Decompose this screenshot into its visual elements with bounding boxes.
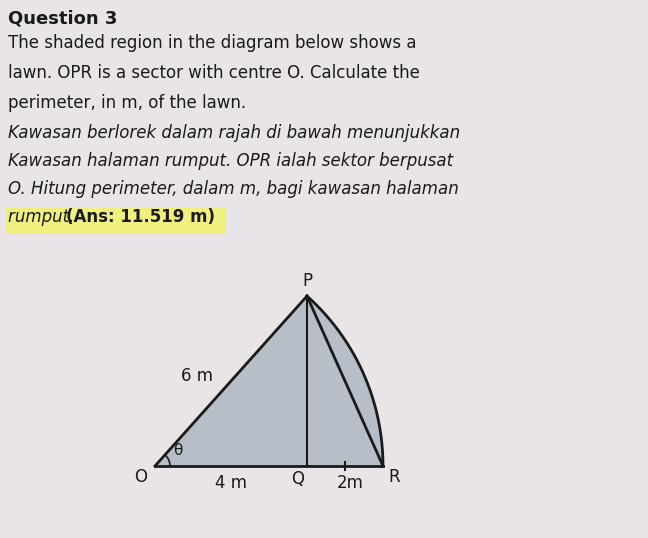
Polygon shape [307,296,383,466]
Text: 6 m: 6 m [181,367,213,385]
FancyBboxPatch shape [6,208,226,234]
Text: O: O [134,468,147,486]
Text: (Ans: 11.519 m): (Ans: 11.519 m) [66,208,215,226]
Text: The shaded region in the diagram below shows a: The shaded region in the diagram below s… [8,34,417,52]
Polygon shape [155,296,307,466]
Text: Kawasan berlorek dalam rajah di bawah menunjukkan: Kawasan berlorek dalam rajah di bawah me… [8,124,460,142]
Text: P: P [302,272,312,290]
Text: 4 m: 4 m [215,474,247,492]
Text: Q: Q [291,470,304,488]
Text: Kawasan halaman rumput. OPR ialah sektor berpusat: Kawasan halaman rumput. OPR ialah sektor… [8,152,453,170]
Text: Question 3: Question 3 [8,10,117,28]
Text: 2m: 2m [336,474,364,492]
Text: rumput.: rumput. [8,208,80,226]
Text: perimeter, in m, of the lawn.: perimeter, in m, of the lawn. [8,94,246,112]
Text: θ: θ [173,443,182,458]
Text: O. Hitung perimeter, dalam m, bagi kawasan halaman: O. Hitung perimeter, dalam m, bagi kawas… [8,180,459,198]
Text: R: R [388,468,400,486]
Text: lawn. OPR is a sector with centre O. Calculate the: lawn. OPR is a sector with centre O. Cal… [8,64,420,82]
